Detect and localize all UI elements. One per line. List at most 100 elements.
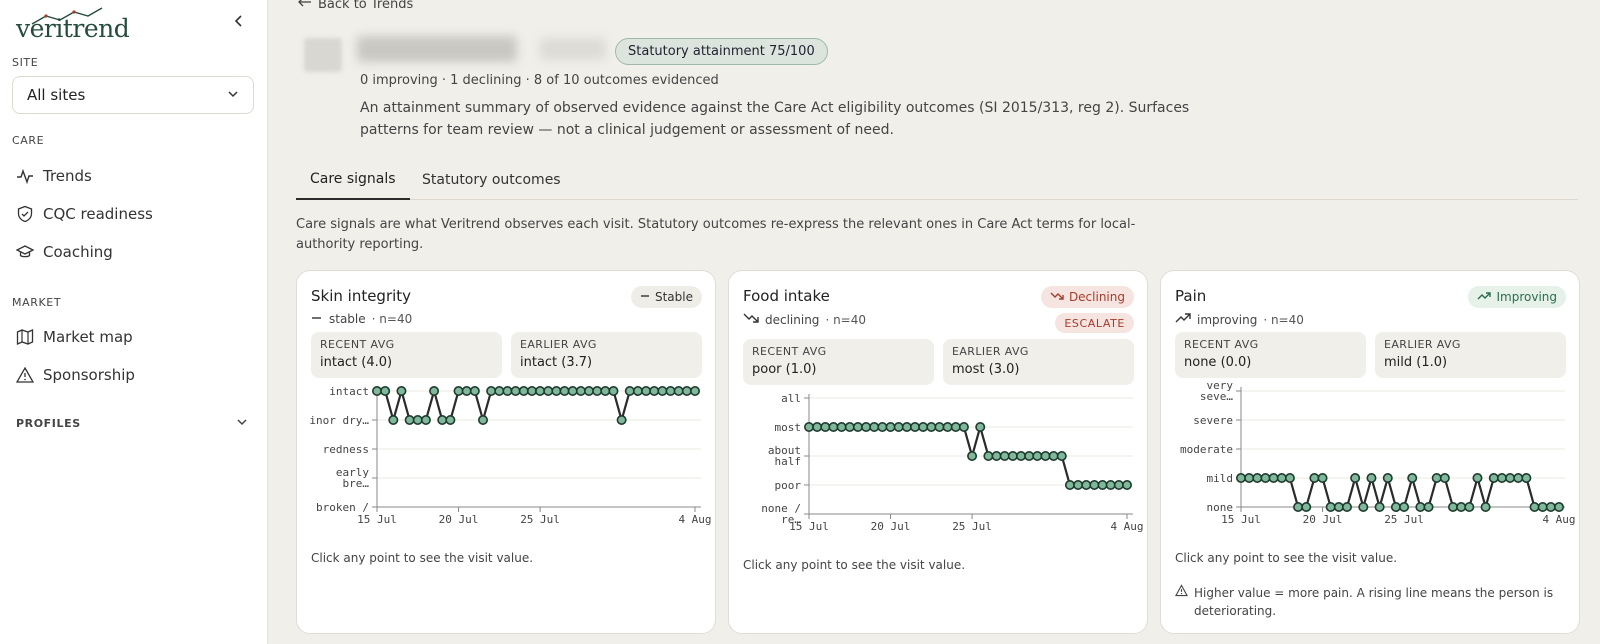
data-point[interactable] xyxy=(1284,473,1295,484)
data-point[interactable] xyxy=(437,414,448,425)
nav-item-coaching[interactable]: Coaching xyxy=(16,237,256,267)
profiles-toggle[interactable]: PROFILES xyxy=(16,416,248,431)
data-point[interactable] xyxy=(1464,502,1475,513)
data-point[interactable] xyxy=(396,386,407,396)
chevron-left-icon[interactable] xyxy=(230,14,248,32)
back-to-trends-link[interactable]: Back to Trends xyxy=(298,0,413,12)
data-point[interactable] xyxy=(372,386,383,396)
data-point[interactable] xyxy=(502,386,513,396)
nav-item-cqc-readiness[interactable]: CQC readiness xyxy=(16,199,256,229)
data-point[interactable] xyxy=(1007,450,1018,461)
data-point[interactable] xyxy=(999,450,1010,461)
site-select[interactable]: All sites xyxy=(12,76,254,114)
data-point[interactable] xyxy=(567,386,578,396)
data-point[interactable] xyxy=(1015,450,1026,461)
data-point[interactable] xyxy=(1350,473,1361,484)
data-point[interactable] xyxy=(1342,502,1353,513)
data-point[interactable] xyxy=(1456,502,1467,513)
data-point[interactable] xyxy=(1032,450,1043,461)
data-point[interactable] xyxy=(967,450,978,461)
data-point[interactable] xyxy=(1309,473,1320,484)
data-point[interactable] xyxy=(453,386,464,396)
data-point[interactable] xyxy=(918,421,929,432)
data-point[interactable] xyxy=(608,386,619,396)
data-point[interactable] xyxy=(885,421,896,432)
data-point[interactable] xyxy=(486,386,497,396)
data-point[interactable] xyxy=(551,386,562,396)
data-point[interactable] xyxy=(1423,502,1434,513)
data-point[interactable] xyxy=(1415,502,1426,513)
data-point[interactable] xyxy=(1447,502,1458,513)
data-point[interactable] xyxy=(461,386,472,396)
data-point[interactable] xyxy=(804,421,815,432)
data-point[interactable] xyxy=(975,421,986,432)
data-point[interactable] xyxy=(526,386,537,396)
data-point[interactable] xyxy=(388,414,399,425)
data-point[interactable] xyxy=(518,386,529,396)
data-point[interactable] xyxy=(1073,480,1084,491)
data-point[interactable] xyxy=(1521,473,1532,484)
data-point[interactable] xyxy=(1399,502,1410,513)
data-point[interactable] xyxy=(1268,473,1279,484)
data-point[interactable] xyxy=(1488,473,1499,484)
data-point[interactable] xyxy=(877,421,888,432)
data-point[interactable] xyxy=(1496,473,1507,484)
data-point[interactable] xyxy=(1513,473,1524,484)
data-point[interactable] xyxy=(681,386,692,396)
data-point[interactable] xyxy=(689,386,700,396)
data-point[interactable] xyxy=(1439,473,1450,484)
data-point[interactable] xyxy=(1545,502,1556,513)
data-point[interactable] xyxy=(1048,450,1059,461)
data-point[interactable] xyxy=(657,386,668,396)
data-point[interactable] xyxy=(901,421,912,432)
data-point[interactable] xyxy=(1537,502,1548,513)
data-point[interactable] xyxy=(673,386,684,396)
data-point[interactable] xyxy=(828,421,839,432)
data-point[interactable] xyxy=(1244,473,1255,484)
data-point[interactable] xyxy=(836,421,847,432)
data-point[interactable] xyxy=(559,386,570,396)
tab-statutory-outcomes[interactable]: Statutory outcomes xyxy=(422,172,561,188)
data-point[interactable] xyxy=(1382,473,1393,484)
food-intake-chart[interactable]: none / re… poor about half most all 15 Jul 20 Ju… xyxy=(729,390,1147,550)
data-point[interactable] xyxy=(1081,480,1092,491)
data-point[interactable] xyxy=(592,386,603,396)
data-point[interactable] xyxy=(510,386,521,396)
data-point[interactable] xyxy=(958,421,969,432)
data-point[interactable] xyxy=(665,386,676,396)
data-point[interactable] xyxy=(1260,473,1271,484)
data-point[interactable] xyxy=(1553,502,1564,513)
data-point[interactable] xyxy=(934,421,945,432)
data-point[interactable] xyxy=(494,386,505,396)
data-point[interactable] xyxy=(1276,473,1287,484)
data-point[interactable] xyxy=(1505,473,1516,484)
nav-item-market-map[interactable]: Market map xyxy=(16,322,256,352)
data-point[interactable] xyxy=(1431,473,1442,484)
data-point[interactable] xyxy=(1390,502,1401,513)
data-point[interactable] xyxy=(812,421,823,432)
nav-item-sponsorship[interactable]: Sponsorship xyxy=(16,360,256,390)
data-point[interactable] xyxy=(1325,502,1336,513)
data-point[interactable] xyxy=(1293,502,1304,513)
data-point[interactable] xyxy=(583,386,594,396)
data-point[interactable] xyxy=(1121,480,1132,491)
data-point[interactable] xyxy=(869,421,880,432)
data-point[interactable] xyxy=(1236,473,1247,484)
pain-chart[interactable]: none mild moderate severe very seve… 15 Jul 20 … xyxy=(1161,383,1579,543)
data-point[interactable] xyxy=(1040,450,1051,461)
data-point[interactable] xyxy=(420,414,431,425)
data-point[interactable] xyxy=(380,386,391,396)
data-point[interactable] xyxy=(575,386,586,396)
data-point[interactable] xyxy=(445,414,456,425)
data-point[interactable] xyxy=(1529,502,1540,513)
skin-integrity-chart[interactable]: broken / early bre… redness inor dry… intact 1… xyxy=(297,383,715,543)
data-point[interactable] xyxy=(429,386,440,396)
nav-item-trends[interactable]: Trends xyxy=(16,161,256,191)
data-point[interactable] xyxy=(641,386,652,396)
data-point[interactable] xyxy=(991,450,1002,461)
data-point[interactable] xyxy=(624,386,635,396)
data-point[interactable] xyxy=(950,421,961,432)
data-point[interactable] xyxy=(820,421,831,432)
data-point[interactable] xyxy=(412,414,423,425)
data-point[interactable] xyxy=(1366,473,1377,484)
